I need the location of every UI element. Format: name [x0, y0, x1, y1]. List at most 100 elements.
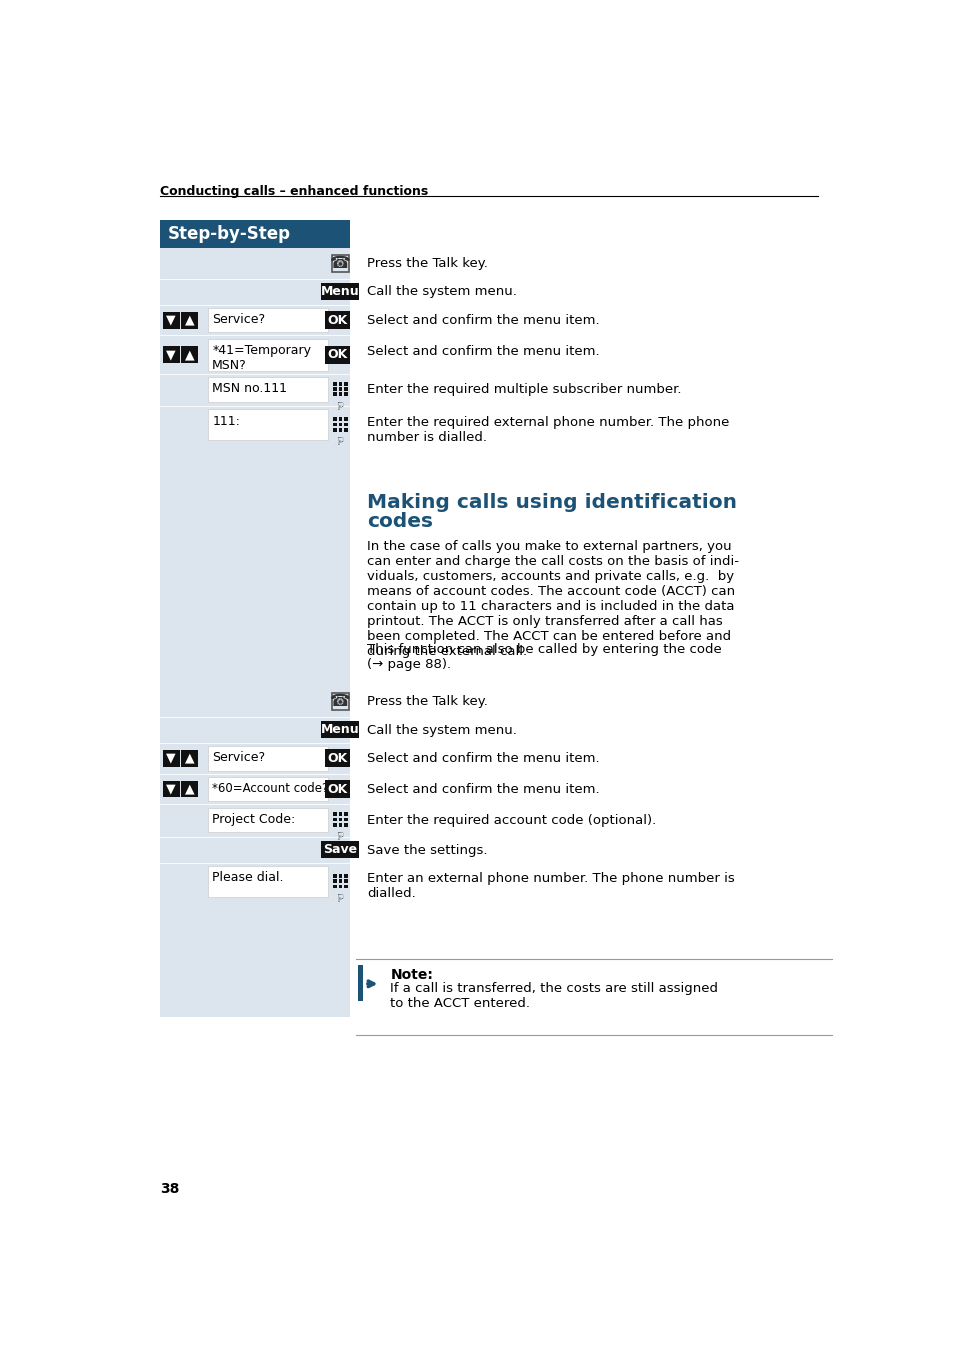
Bar: [338, 884, 342, 888]
Bar: [325, 780, 350, 798]
Bar: [162, 750, 179, 767]
Text: ☝: ☝: [336, 890, 343, 900]
Bar: [344, 387, 348, 391]
Text: codes: codes: [367, 512, 433, 531]
Text: Enter an external phone number. The phone number is
dialled.: Enter an external phone number. The phon…: [367, 872, 734, 900]
Bar: [181, 780, 198, 798]
Bar: [325, 346, 350, 364]
Text: ▼: ▼: [166, 783, 175, 795]
Bar: [333, 813, 336, 817]
Text: Save: Save: [323, 844, 356, 856]
Bar: [162, 780, 179, 798]
Text: Menu: Menu: [320, 723, 359, 737]
Bar: [320, 283, 359, 300]
Text: OK: OK: [327, 314, 348, 327]
Bar: [338, 879, 342, 883]
Bar: [333, 427, 336, 431]
Text: ☝: ☝: [336, 397, 343, 408]
Bar: [338, 813, 342, 817]
Text: ▲: ▲: [185, 783, 194, 795]
Text: If a call is transferred, the costs are still assigned
to the ACCT entered.: If a call is transferred, the costs are …: [390, 983, 718, 1010]
Text: ▼: ▼: [166, 314, 175, 327]
Text: OK: OK: [327, 783, 348, 795]
Bar: [333, 879, 336, 883]
Bar: [325, 749, 350, 768]
Bar: [344, 381, 348, 385]
Bar: [338, 381, 342, 385]
Bar: [181, 750, 198, 767]
Bar: [208, 308, 328, 333]
Text: Project Code:: Project Code:: [212, 813, 295, 826]
Text: ☝: ☝: [336, 433, 343, 443]
Text: Service?: Service?: [212, 752, 265, 764]
Bar: [208, 867, 328, 896]
Bar: [333, 823, 336, 827]
Text: OK: OK: [327, 349, 348, 361]
Bar: [162, 346, 179, 364]
Text: 38: 38: [160, 1183, 179, 1197]
Text: *60=Account code?: *60=Account code?: [212, 781, 328, 795]
Bar: [333, 423, 336, 426]
Bar: [181, 311, 198, 329]
Text: Select and confirm the menu item.: Select and confirm the menu item.: [367, 783, 599, 796]
Bar: [332, 254, 348, 272]
Bar: [208, 377, 328, 402]
Bar: [162, 311, 179, 329]
Text: Select and confirm the menu item.: Select and confirm the menu item.: [367, 314, 599, 327]
Bar: [320, 841, 359, 859]
Bar: [332, 692, 348, 710]
Bar: [344, 427, 348, 431]
Text: Call the system menu.: Call the system menu.: [367, 723, 517, 737]
Bar: [344, 884, 348, 888]
Bar: [344, 879, 348, 883]
Text: Enter the required external phone number. The phone
number is dialled.: Enter the required external phone number…: [367, 415, 729, 443]
Bar: [325, 311, 350, 330]
Text: Enter the required account code (optional).: Enter the required account code (optiona…: [367, 814, 656, 826]
Bar: [338, 873, 342, 877]
Text: 111:: 111:: [212, 415, 240, 427]
Text: Menu: Menu: [320, 285, 359, 297]
Text: ▲: ▲: [185, 349, 194, 361]
Bar: [344, 423, 348, 426]
Bar: [333, 873, 336, 877]
Bar: [338, 823, 342, 827]
Bar: [338, 427, 342, 431]
Bar: [333, 392, 336, 396]
Text: Select and confirm the menu item.: Select and confirm the menu item.: [367, 752, 599, 765]
Bar: [333, 387, 336, 391]
Bar: [320, 721, 359, 738]
Text: MSN no.111: MSN no.111: [212, 383, 287, 396]
Text: ☎: ☎: [330, 692, 350, 710]
Text: ▲: ▲: [185, 752, 194, 765]
Text: Note:: Note:: [390, 968, 433, 983]
Bar: [333, 418, 336, 420]
Bar: [344, 873, 348, 877]
Text: Save the settings.: Save the settings.: [367, 844, 487, 857]
Text: Step-by-Step: Step-by-Step: [168, 226, 291, 243]
Bar: [344, 818, 348, 822]
Text: Enter the required multiple subscriber number.: Enter the required multiple subscriber n…: [367, 383, 681, 396]
Bar: [333, 884, 336, 888]
Bar: [333, 381, 336, 385]
Text: ▲: ▲: [185, 314, 194, 327]
Bar: [208, 746, 328, 771]
Text: Conducting calls – enhanced functions: Conducting calls – enhanced functions: [160, 185, 428, 199]
Bar: [344, 418, 348, 420]
Text: This function can also be called by entering the code
(→ page 88).: This function can also be called by ente…: [367, 644, 721, 672]
Bar: [208, 776, 328, 802]
Text: In the case of calls you make to external partners, you
can enter and charge the: In the case of calls you make to externa…: [367, 539, 739, 657]
Text: ▼: ▼: [166, 752, 175, 765]
Bar: [208, 410, 328, 441]
Text: Service?: Service?: [212, 314, 265, 326]
Text: ▼: ▼: [166, 349, 175, 361]
Bar: [344, 392, 348, 396]
Text: Please dial.: Please dial.: [212, 872, 283, 884]
Bar: [357, 965, 363, 1000]
Bar: [181, 346, 198, 364]
Bar: [344, 823, 348, 827]
Text: Press the Talk key.: Press the Talk key.: [367, 695, 488, 708]
Text: ☝: ☝: [336, 829, 343, 838]
Bar: [338, 418, 342, 420]
Bar: [344, 813, 348, 817]
Bar: [338, 392, 342, 396]
